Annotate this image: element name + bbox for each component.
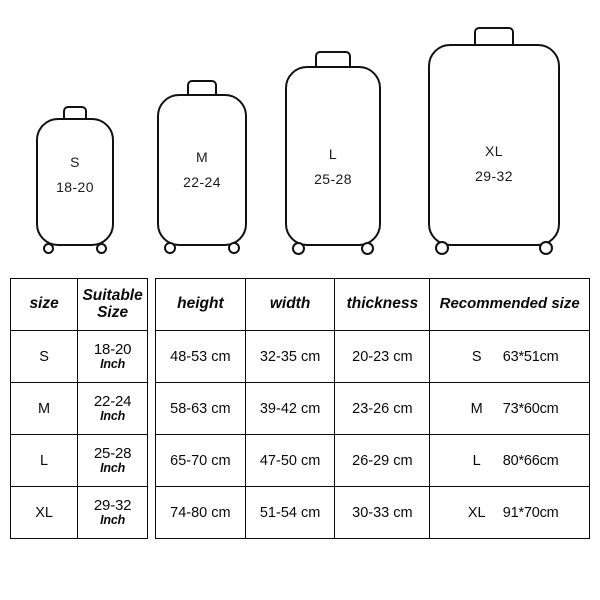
suitcase-wheel-right-icon — [96, 243, 107, 254]
cell-suitable-size: 22-24 Inch — [77, 382, 148, 435]
cell-width: 32-35 cm — [244, 330, 336, 383]
suitcase-wheel-right-icon — [539, 241, 553, 255]
suitcase-handle-icon — [187, 80, 217, 94]
cell-thickness: 30-33 cm — [334, 486, 431, 539]
suitcase-size-illustrations: S 18-20 M 22-24 L 25-28 XL 29-32 — [0, 0, 600, 262]
column-header-suitable-size-line1: Suitable — [82, 286, 143, 304]
table-row: 65-70 cm 47-50 cm 26-29 cm L 80*66cm — [155, 434, 590, 487]
cell-recommended-size: S 63*51cm — [429, 330, 590, 383]
cell-suitable-unit: Inch — [100, 409, 126, 424]
cell-suitable-unit: Inch — [100, 357, 126, 372]
table-row: L 25-28 Inch — [9, 434, 148, 487]
cell-recommended-size-code: XL — [467, 504, 486, 521]
suitcase-handle-icon — [63, 106, 87, 118]
cell-height: 65-70 cm — [155, 434, 246, 487]
cell-suitable-value: 25-28 — [93, 445, 132, 463]
column-header-thickness: thickness — [334, 278, 431, 331]
table-row: S 18-20 Inch — [9, 330, 148, 383]
cell-width: 51-54 cm — [244, 486, 336, 539]
cell-recommended-size: XL 91*70cm — [429, 486, 590, 539]
cell-suitable-size: 29-32 Inch — [77, 486, 148, 539]
table-header-row: height width thickness Recommended size — [155, 278, 590, 331]
suitcase-body-icon — [36, 118, 114, 246]
table-row: 58-63 cm 39-42 cm 23-26 cm M 73*60cm — [155, 382, 590, 435]
suitcase-small: S 18-20 — [36, 106, 114, 254]
column-header-suitable-size: Suitable Size — [77, 278, 148, 331]
suitcase-wheel-right-icon — [361, 242, 374, 255]
suitcase-extra-large-range: 29-32 — [475, 167, 513, 184]
suitcase-medium-range: 22-24 — [183, 173, 221, 190]
cell-size: XL — [9, 486, 79, 539]
cell-width: 47-50 cm — [244, 434, 336, 487]
cell-recommended-size-dim: 73*60cm — [502, 400, 559, 417]
cell-size: M — [9, 382, 79, 435]
suitcase-small-range: 18-20 — [56, 178, 94, 195]
suitcase-wheel-left-icon — [292, 242, 305, 255]
table-row: XL 29-32 Inch — [9, 486, 148, 539]
cell-recommended-size-dim: 91*70cm — [502, 504, 559, 521]
suitcase-wheel-left-icon — [435, 241, 449, 255]
suitcase-large-size: L — [328, 146, 338, 162]
column-header-height: height — [155, 278, 246, 331]
suitcase-extra-large-label: XL 29-32 — [428, 143, 560, 185]
suitcase-large-label: L 25-28 — [285, 146, 381, 188]
cell-recommended-size-code: L — [472, 452, 481, 469]
cell-height: 48-53 cm — [155, 330, 246, 383]
suitcase-wheel-left-icon — [164, 242, 176, 254]
suitcase-handle-icon — [315, 51, 351, 66]
table-header-row: size Suitable Size — [9, 278, 148, 331]
cell-height: 74-80 cm — [155, 486, 246, 539]
cell-suitable-unit: Inch — [100, 513, 126, 528]
table-row: M 22-24 Inch — [9, 382, 148, 435]
cell-thickness: 23-26 cm — [334, 382, 431, 435]
cell-height: 58-63 cm — [155, 382, 246, 435]
cell-recommended-size-dim: 80*66cm — [502, 452, 559, 469]
cell-suitable-size: 18-20 Inch — [77, 330, 148, 383]
table-row: 48-53 cm 32-35 cm 20-23 cm S 63*51cm — [155, 330, 590, 383]
suitcase-large-range: 25-28 — [314, 170, 352, 187]
suitcase-medium-label: M 22-24 — [157, 149, 247, 191]
suitcase-large: L 25-28 — [285, 51, 381, 255]
suitcase-medium-size: M — [195, 149, 209, 165]
cell-recommended-size-code: S — [471, 348, 482, 365]
suitcase-body-icon — [285, 66, 381, 246]
cell-size: L — [9, 434, 79, 487]
size-reference-table: size Suitable Size S 18-20 Inch M 22-24 … — [9, 278, 148, 539]
cell-recommended-size: L 80*66cm — [429, 434, 590, 487]
cell-suitable-value: 18-20 — [93, 341, 132, 359]
column-header-suitable-size-line2: Size — [97, 303, 129, 321]
cell-width: 39-42 cm — [244, 382, 336, 435]
cell-recommended-size-dim: 63*51cm — [502, 348, 559, 365]
column-header-size: size — [9, 278, 79, 331]
cell-thickness: 20-23 cm — [334, 330, 431, 383]
suitcase-small-label: S 18-20 — [36, 154, 114, 196]
suitcase-wheel-left-icon — [43, 243, 54, 254]
suitcase-extra-large-size: XL — [485, 143, 503, 159]
column-header-recommended-size: Recommended size — [429, 278, 590, 331]
cell-recommended-size-code: M — [470, 400, 483, 417]
cell-size: S — [9, 330, 79, 383]
suitcase-small-size: S — [70, 154, 80, 170]
dimensions-table: height width thickness Recommended size … — [155, 278, 590, 539]
suitcase-body-icon — [157, 94, 247, 246]
cell-recommended-size: M 73*60cm — [429, 382, 590, 435]
suitcase-body-icon — [428, 44, 560, 246]
suitcase-extra-large: XL 29-32 — [428, 27, 560, 255]
cell-suitable-unit: Inch — [100, 461, 126, 476]
cell-suitable-value: 22-24 — [93, 393, 132, 411]
cell-suitable-size: 25-28 Inch — [77, 434, 148, 487]
cell-suitable-value: 29-32 — [93, 497, 132, 515]
suitcase-medium: M 22-24 — [157, 80, 247, 254]
column-header-width: width — [244, 278, 336, 331]
suitcase-wheel-right-icon — [228, 242, 240, 254]
suitcase-handle-icon — [474, 27, 514, 44]
table-row: 74-80 cm 51-54 cm 30-33 cm XL 91*70cm — [155, 486, 590, 539]
cell-thickness: 26-29 cm — [334, 434, 431, 487]
